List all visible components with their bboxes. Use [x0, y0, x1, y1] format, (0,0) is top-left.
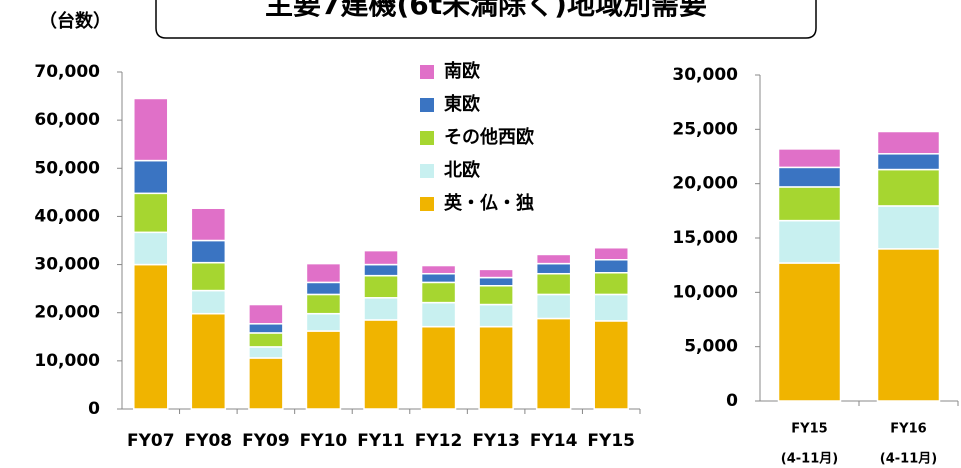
x-tick-label: FY07	[127, 431, 175, 451]
title-box	[155, 0, 817, 39]
bar-segment	[363, 274, 399, 299]
bar-segment	[535, 272, 572, 296]
bar-segment	[305, 293, 342, 315]
legend-label: 英・仏・独	[443, 192, 534, 214]
bar-segment	[478, 325, 514, 410]
bar-segment	[420, 281, 457, 304]
bar-segment	[305, 262, 342, 284]
bar-segment	[248, 332, 284, 348]
bar-segment	[363, 263, 399, 277]
y-tick-label: 70,000	[34, 62, 100, 82]
bar-segment	[777, 219, 842, 264]
bar-segment	[363, 319, 399, 410]
y-tick-label: 50,000	[34, 158, 100, 178]
y-tick-label: 0	[88, 399, 100, 419]
bar-segment	[478, 285, 514, 306]
chart-title: 主要7建機(6t未満除く)地域別需要	[265, 0, 707, 21]
bar-segment	[535, 262, 572, 275]
bar-segment	[420, 264, 457, 275]
bar-segment	[876, 168, 941, 207]
bar-segment	[535, 293, 572, 320]
bar-segment	[593, 272, 629, 296]
bar-segment	[248, 346, 284, 359]
y-tick-label: 30,000	[672, 65, 738, 85]
bar-segment	[133, 159, 169, 195]
bar-segment	[190, 261, 227, 292]
bar-segment	[593, 246, 629, 261]
legend-swatch	[420, 131, 434, 145]
bar-segment	[305, 281, 342, 296]
bar-segment	[593, 293, 629, 322]
bar-segment	[777, 186, 842, 222]
y-tick-label: 10,000	[34, 351, 100, 371]
y-tick-label: 5,000	[684, 337, 738, 357]
bar-segment	[190, 239, 227, 264]
x-tick-label: FY16	[890, 422, 926, 437]
bar-segment	[777, 166, 842, 188]
y-tick-label: 0	[726, 391, 738, 411]
bar-segment	[876, 248, 941, 402]
bar-segment	[478, 303, 514, 328]
bar-segment	[305, 330, 342, 410]
bar-segment	[876, 130, 941, 155]
bar-segment	[248, 357, 284, 410]
bar-segment	[133, 97, 169, 162]
bar-segment	[190, 207, 227, 242]
x-tick-label: FY08	[185, 431, 233, 451]
y-tick-label: 15,000	[672, 228, 738, 248]
bar-segment	[420, 272, 457, 284]
bar-segment	[478, 276, 514, 287]
x-tick-label: FY15	[587, 431, 635, 451]
legend-label: 南欧	[444, 60, 480, 82]
y-tick-label: 20,000	[672, 174, 738, 194]
y-tick-label: 10,000	[672, 282, 738, 302]
legend-label: その他西欧	[444, 126, 534, 148]
legend-swatch	[420, 65, 434, 79]
x-tick-sublabel: (4-11月)	[880, 452, 937, 467]
unit-label: （台数）	[39, 10, 111, 32]
bar-segment	[420, 301, 457, 328]
bar-segment	[777, 262, 842, 402]
bar-segment	[133, 231, 169, 266]
bar-segment	[535, 317, 572, 410]
y-tick-label: 20,000	[34, 303, 100, 323]
bar-segment	[535, 253, 572, 265]
y-tick-label: 30,000	[34, 255, 100, 275]
legend-swatch	[420, 164, 434, 178]
x-tick-label: FY15	[791, 422, 827, 437]
bar-segment	[248, 303, 284, 325]
bar-segment	[478, 268, 514, 279]
x-tick-label: FY10	[300, 431, 348, 451]
bar-segment	[876, 205, 941, 250]
bar-segment	[363, 297, 399, 321]
bar-segment	[777, 148, 842, 169]
legend-swatch	[420, 98, 434, 112]
y-tick-label: 40,000	[34, 206, 100, 226]
x-tick-sublabel: (4-11月)	[781, 452, 838, 467]
bar-segment	[593, 320, 629, 410]
x-tick-label: FY09	[242, 431, 290, 451]
bar-segment	[190, 312, 227, 410]
bar-segment	[363, 249, 399, 266]
bar-segment	[876, 153, 941, 171]
bar-segment	[133, 263, 169, 410]
y-tick-label: 60,000	[34, 110, 100, 130]
legend-label: 北欧	[444, 159, 480, 181]
legend-label: 東欧	[444, 93, 480, 115]
legend-swatch	[420, 197, 434, 211]
x-tick-label: FY12	[415, 431, 463, 451]
bar-segment	[420, 325, 457, 410]
x-tick-label: FY11	[357, 431, 405, 451]
bar-segment	[133, 192, 169, 234]
bar-segment	[190, 289, 227, 315]
y-tick-label: 25,000	[672, 119, 738, 139]
bar-segment	[593, 259, 629, 274]
bar-segment	[248, 323, 284, 334]
x-tick-label: FY14	[530, 431, 578, 451]
bar-segment	[305, 312, 342, 332]
x-tick-label: FY13	[472, 431, 520, 451]
